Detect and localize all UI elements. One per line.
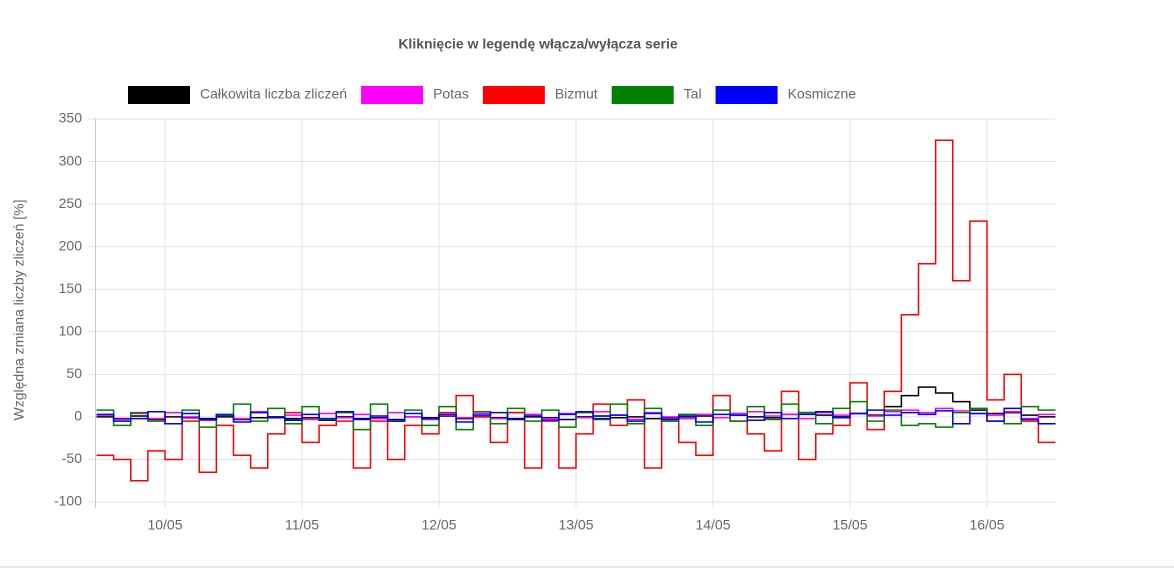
- series-line: [96, 407, 1056, 425]
- x-tick-label: 12/05: [421, 517, 456, 533]
- legend-label: Bizmut: [555, 86, 598, 102]
- x-tick-label: 14/05: [695, 517, 730, 533]
- legend-swatch: [128, 86, 190, 104]
- y-tick-label: 300: [59, 152, 83, 168]
- y-tick-label: 200: [59, 237, 83, 253]
- series-line: [96, 400, 1056, 431]
- y-tick-label: 350: [59, 110, 83, 126]
- chart-title: Kliknięcie w legendę włącza/wyłącza seri…: [398, 36, 678, 52]
- y-tick-label: 150: [59, 280, 83, 296]
- y-tick-label: 50: [66, 365, 82, 381]
- legend-item[interactable]: Bizmut: [482, 86, 598, 104]
- y-tick-label: 100: [59, 322, 83, 338]
- x-tick-label: 11/05: [285, 517, 319, 533]
- legend-swatch: [482, 86, 545, 104]
- plot: [96, 139, 1056, 482]
- legend-label: Całkowita liczba zliczeń: [200, 86, 347, 102]
- y-tick-label: 0: [74, 408, 82, 424]
- y-tick-label: -100: [54, 493, 82, 509]
- y-tick-label: 250: [59, 195, 83, 211]
- x-tick-label: 10/05: [147, 517, 182, 533]
- legend-item[interactable]: Całkowita liczba zliczeń: [128, 86, 347, 104]
- legend-item[interactable]: Potas: [361, 86, 469, 104]
- legend: Całkowita liczba zliczeń Potas Bizmut Tal Ko…: [128, 86, 856, 104]
- grid: -100 -50 0 50 100 150 200 250 300 350 10/05 11/05 12…: [54, 110, 1056, 533]
- y-axis-label: Względna zmiana liczby zliczeń [%]: [11, 200, 27, 421]
- legend-swatch: [611, 86, 674, 104]
- legend-swatch: [715, 86, 778, 104]
- x-tick-label: 13/05: [558, 517, 593, 533]
- y-tick-label: -50: [62, 450, 82, 466]
- legend-label: Tal: [684, 86, 702, 102]
- legend-item[interactable]: Kosmiczne: [715, 86, 857, 104]
- x-tick-label: 16/05: [969, 517, 1004, 533]
- legend-swatch: [361, 86, 424, 104]
- series-line: [96, 139, 1056, 482]
- legend-item[interactable]: Tal: [611, 86, 702, 104]
- legend-label: Potas: [433, 86, 469, 102]
- legend-label: Kosmiczne: [788, 86, 857, 102]
- x-tick-label: 15/05: [832, 517, 867, 533]
